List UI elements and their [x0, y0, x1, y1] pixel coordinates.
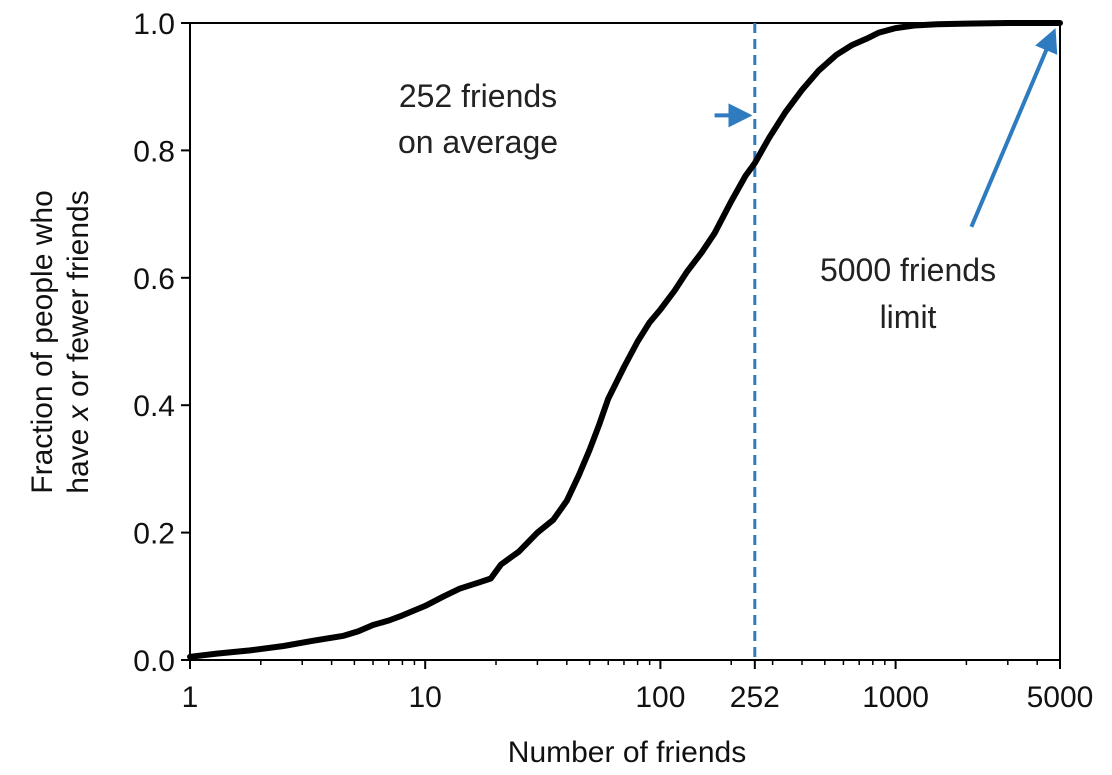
cdf-line [187, 20, 1063, 660]
annotations: 252 friends on average 5000 friends limi… [398, 28, 1058, 335]
annotation-limit-line2: limit [880, 299, 937, 335]
y-tick-label: 0.2 [133, 518, 175, 551]
x-tick-label: 5000 [1027, 681, 1094, 714]
x-tick-label: 10 [409, 681, 442, 714]
annotation-limit-line1: 5000 friends [820, 252, 996, 288]
x-tick-label: 1 [182, 681, 199, 714]
annotation-arrow [969, 28, 1058, 228]
annotation-average-line1: 252 friends [399, 78, 557, 114]
x-tick-label: 100 [635, 681, 685, 714]
y-axis-label-line2: have x or fewer friends [62, 190, 95, 493]
y-axis-label-line1: Fraction of people who [26, 190, 59, 494]
plot-frame [189, 22, 1061, 661]
x-axis-label: Number of friends [508, 736, 746, 769]
x-tick-label: 252 [730, 681, 780, 714]
y-tick-label: 0.8 [133, 135, 175, 168]
plot-area: 1 10 100 252 1000 5000 0.0 0.2 0.4 0.6 0.8 1.0 [133, 8, 1093, 714]
y-tick-label: 1.0 [133, 8, 175, 41]
y-tick-label: 0.0 [133, 645, 175, 678]
x-tick-label: 1000 [862, 681, 929, 714]
y-tick-label: 0.6 [133, 263, 175, 296]
annotation-average-line2: on average [398, 124, 558, 160]
y-axis-label: Fraction of people who have x or fewer f… [26, 190, 95, 494]
y-tick-label: 0.4 [133, 390, 175, 423]
